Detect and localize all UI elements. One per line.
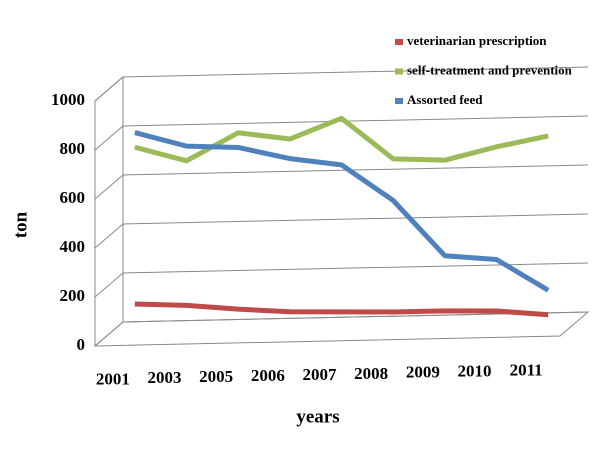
x-tick-label: 2007 <box>303 365 338 384</box>
y-tick-label: 600 <box>60 188 86 207</box>
x-tick-label: 2006 <box>251 366 285 385</box>
y-tick-label: 400 <box>60 237 86 256</box>
legend-swatch <box>395 98 403 104</box>
legend-swatch <box>395 68 403 75</box>
legend-label: Assorted feed <box>407 92 483 107</box>
grid-line-side <box>94 272 124 298</box>
x-tick-label: 2005 <box>199 367 233 386</box>
legend-label: veterinarian prescription <box>407 33 547 48</box>
grid-line <box>122 164 589 176</box>
grid-line-side <box>94 76 124 102</box>
y-tick-label: 1000 <box>51 90 85 109</box>
series-line <box>134 301 549 318</box>
x-tick-label: 2011 <box>510 360 543 379</box>
grid-line-side <box>94 223 124 249</box>
x-tick-label: 2001 <box>96 369 130 388</box>
x-tick-label: 2009 <box>406 363 440 382</box>
series-line <box>134 130 550 293</box>
y-axis-title: ton <box>10 211 31 238</box>
back-wall <box>94 75 124 346</box>
x-tick-label: 2003 <box>148 368 182 387</box>
x-tick-label: 2008 <box>354 364 388 383</box>
grid-line <box>122 66 589 78</box>
legend-swatch <box>395 39 403 45</box>
grid-line-side <box>94 321 124 347</box>
x-tick-label: 2010 <box>458 362 492 381</box>
y-tick-label: 0 <box>77 335 86 354</box>
grid-line <box>122 213 589 225</box>
grid-line <box>122 262 589 274</box>
grid-line <box>122 115 589 127</box>
y-tick-label: 200 <box>60 286 86 305</box>
grid-line-side <box>94 174 124 200</box>
grid-line-side <box>94 125 124 151</box>
series-line <box>134 115 549 164</box>
x-axis-title: years <box>296 406 339 427</box>
legend-label: self-treatment and prevention <box>407 62 573 77</box>
y-tick-label: 800 <box>60 139 86 158</box>
